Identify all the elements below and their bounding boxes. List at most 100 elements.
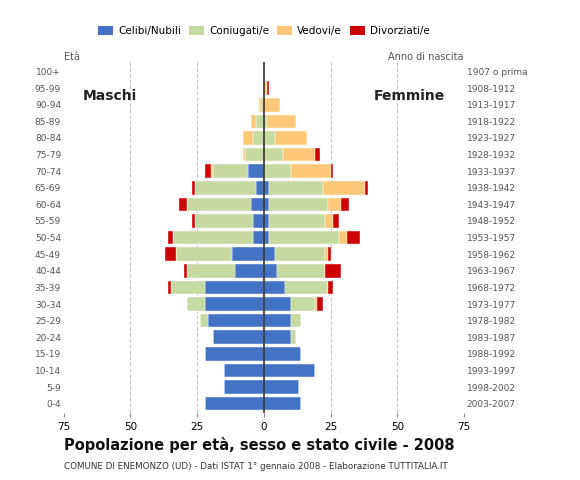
Bar xyxy=(224,364,264,377)
Bar xyxy=(251,115,256,128)
Bar xyxy=(269,231,339,244)
Bar xyxy=(184,264,187,277)
Bar xyxy=(264,148,282,161)
Bar xyxy=(253,214,264,228)
Bar xyxy=(314,148,320,161)
Bar xyxy=(208,314,264,327)
Bar xyxy=(264,380,299,394)
Bar xyxy=(322,181,365,194)
Bar xyxy=(274,131,307,145)
Bar xyxy=(264,98,280,111)
Bar xyxy=(242,131,253,145)
Text: Anno di nascita: Anno di nascita xyxy=(389,52,464,62)
Bar xyxy=(187,297,205,311)
Bar xyxy=(245,148,264,161)
Bar xyxy=(282,148,314,161)
Bar xyxy=(328,281,334,294)
Bar xyxy=(264,115,267,128)
Bar xyxy=(328,247,331,261)
Bar xyxy=(325,264,341,277)
Bar xyxy=(232,247,264,261)
Bar xyxy=(205,347,264,360)
Legend: Celibi/Nubili, Coniugati/e, Vedovi/e, Divorziati/e: Celibi/Nubili, Coniugati/e, Vedovi/e, Di… xyxy=(94,22,434,40)
Bar xyxy=(173,231,253,244)
Bar xyxy=(291,314,301,327)
Text: Femmine: Femmine xyxy=(374,89,445,104)
Bar xyxy=(192,181,194,194)
Bar xyxy=(267,115,296,128)
Bar xyxy=(334,214,339,228)
Bar xyxy=(264,214,269,228)
Bar xyxy=(277,264,325,277)
Bar xyxy=(224,380,264,394)
Bar xyxy=(341,198,349,211)
Bar xyxy=(256,115,264,128)
Bar xyxy=(176,247,232,261)
Bar xyxy=(317,297,322,311)
Bar xyxy=(347,231,360,244)
Bar xyxy=(242,148,245,161)
Bar xyxy=(328,198,341,211)
Bar xyxy=(194,214,253,228)
Bar xyxy=(331,164,333,178)
Text: Popolazione per età, sesso e stato civile - 2008: Popolazione per età, sesso e stato civil… xyxy=(64,437,454,453)
Bar xyxy=(285,281,328,294)
Bar xyxy=(264,281,285,294)
Text: Età: Età xyxy=(64,52,80,62)
Bar xyxy=(187,198,251,211)
Bar xyxy=(205,297,264,311)
Bar xyxy=(256,181,264,194)
Bar xyxy=(264,81,267,95)
Bar xyxy=(179,198,187,211)
Bar xyxy=(269,181,322,194)
Bar xyxy=(213,330,264,344)
Bar xyxy=(269,214,325,228)
Bar xyxy=(253,131,264,145)
Bar xyxy=(253,231,264,244)
Bar xyxy=(264,314,291,327)
Bar xyxy=(339,231,347,244)
Text: Maschi: Maschi xyxy=(82,89,137,104)
Bar xyxy=(264,364,314,377)
Bar xyxy=(168,231,173,244)
Bar xyxy=(314,297,317,311)
Bar xyxy=(264,297,291,311)
Bar xyxy=(234,264,264,277)
Bar xyxy=(267,81,269,95)
Bar xyxy=(205,397,264,410)
Bar xyxy=(264,131,274,145)
Bar xyxy=(211,164,213,178)
Bar xyxy=(274,247,325,261)
Bar xyxy=(264,164,291,178)
Bar xyxy=(291,330,296,344)
Bar xyxy=(325,214,334,228)
Bar xyxy=(194,181,256,194)
Bar xyxy=(168,281,171,294)
Bar xyxy=(264,198,269,211)
Bar xyxy=(259,98,261,111)
Bar xyxy=(205,164,211,178)
Bar xyxy=(264,397,301,410)
Bar xyxy=(264,181,269,194)
Bar xyxy=(251,198,264,211)
Bar xyxy=(261,98,264,111)
Bar xyxy=(264,231,269,244)
Bar xyxy=(200,314,208,327)
Bar xyxy=(264,330,291,344)
Bar xyxy=(365,181,368,194)
Bar xyxy=(264,264,277,277)
Bar xyxy=(291,297,314,311)
Bar xyxy=(264,247,274,261)
Bar xyxy=(187,264,234,277)
Bar xyxy=(213,164,248,178)
Bar xyxy=(269,198,328,211)
Bar xyxy=(248,164,264,178)
Text: COMUNE DI ENEMONZO (UD) - Dati ISTAT 1° gennaio 2008 - Elaborazione TUTTITALIA.I: COMUNE DI ENEMONZO (UD) - Dati ISTAT 1° … xyxy=(64,462,448,471)
Bar xyxy=(165,247,176,261)
Bar xyxy=(264,347,301,360)
Bar xyxy=(205,281,264,294)
Bar xyxy=(291,164,331,178)
Bar xyxy=(171,281,205,294)
Bar xyxy=(325,247,328,261)
Bar xyxy=(192,214,194,228)
